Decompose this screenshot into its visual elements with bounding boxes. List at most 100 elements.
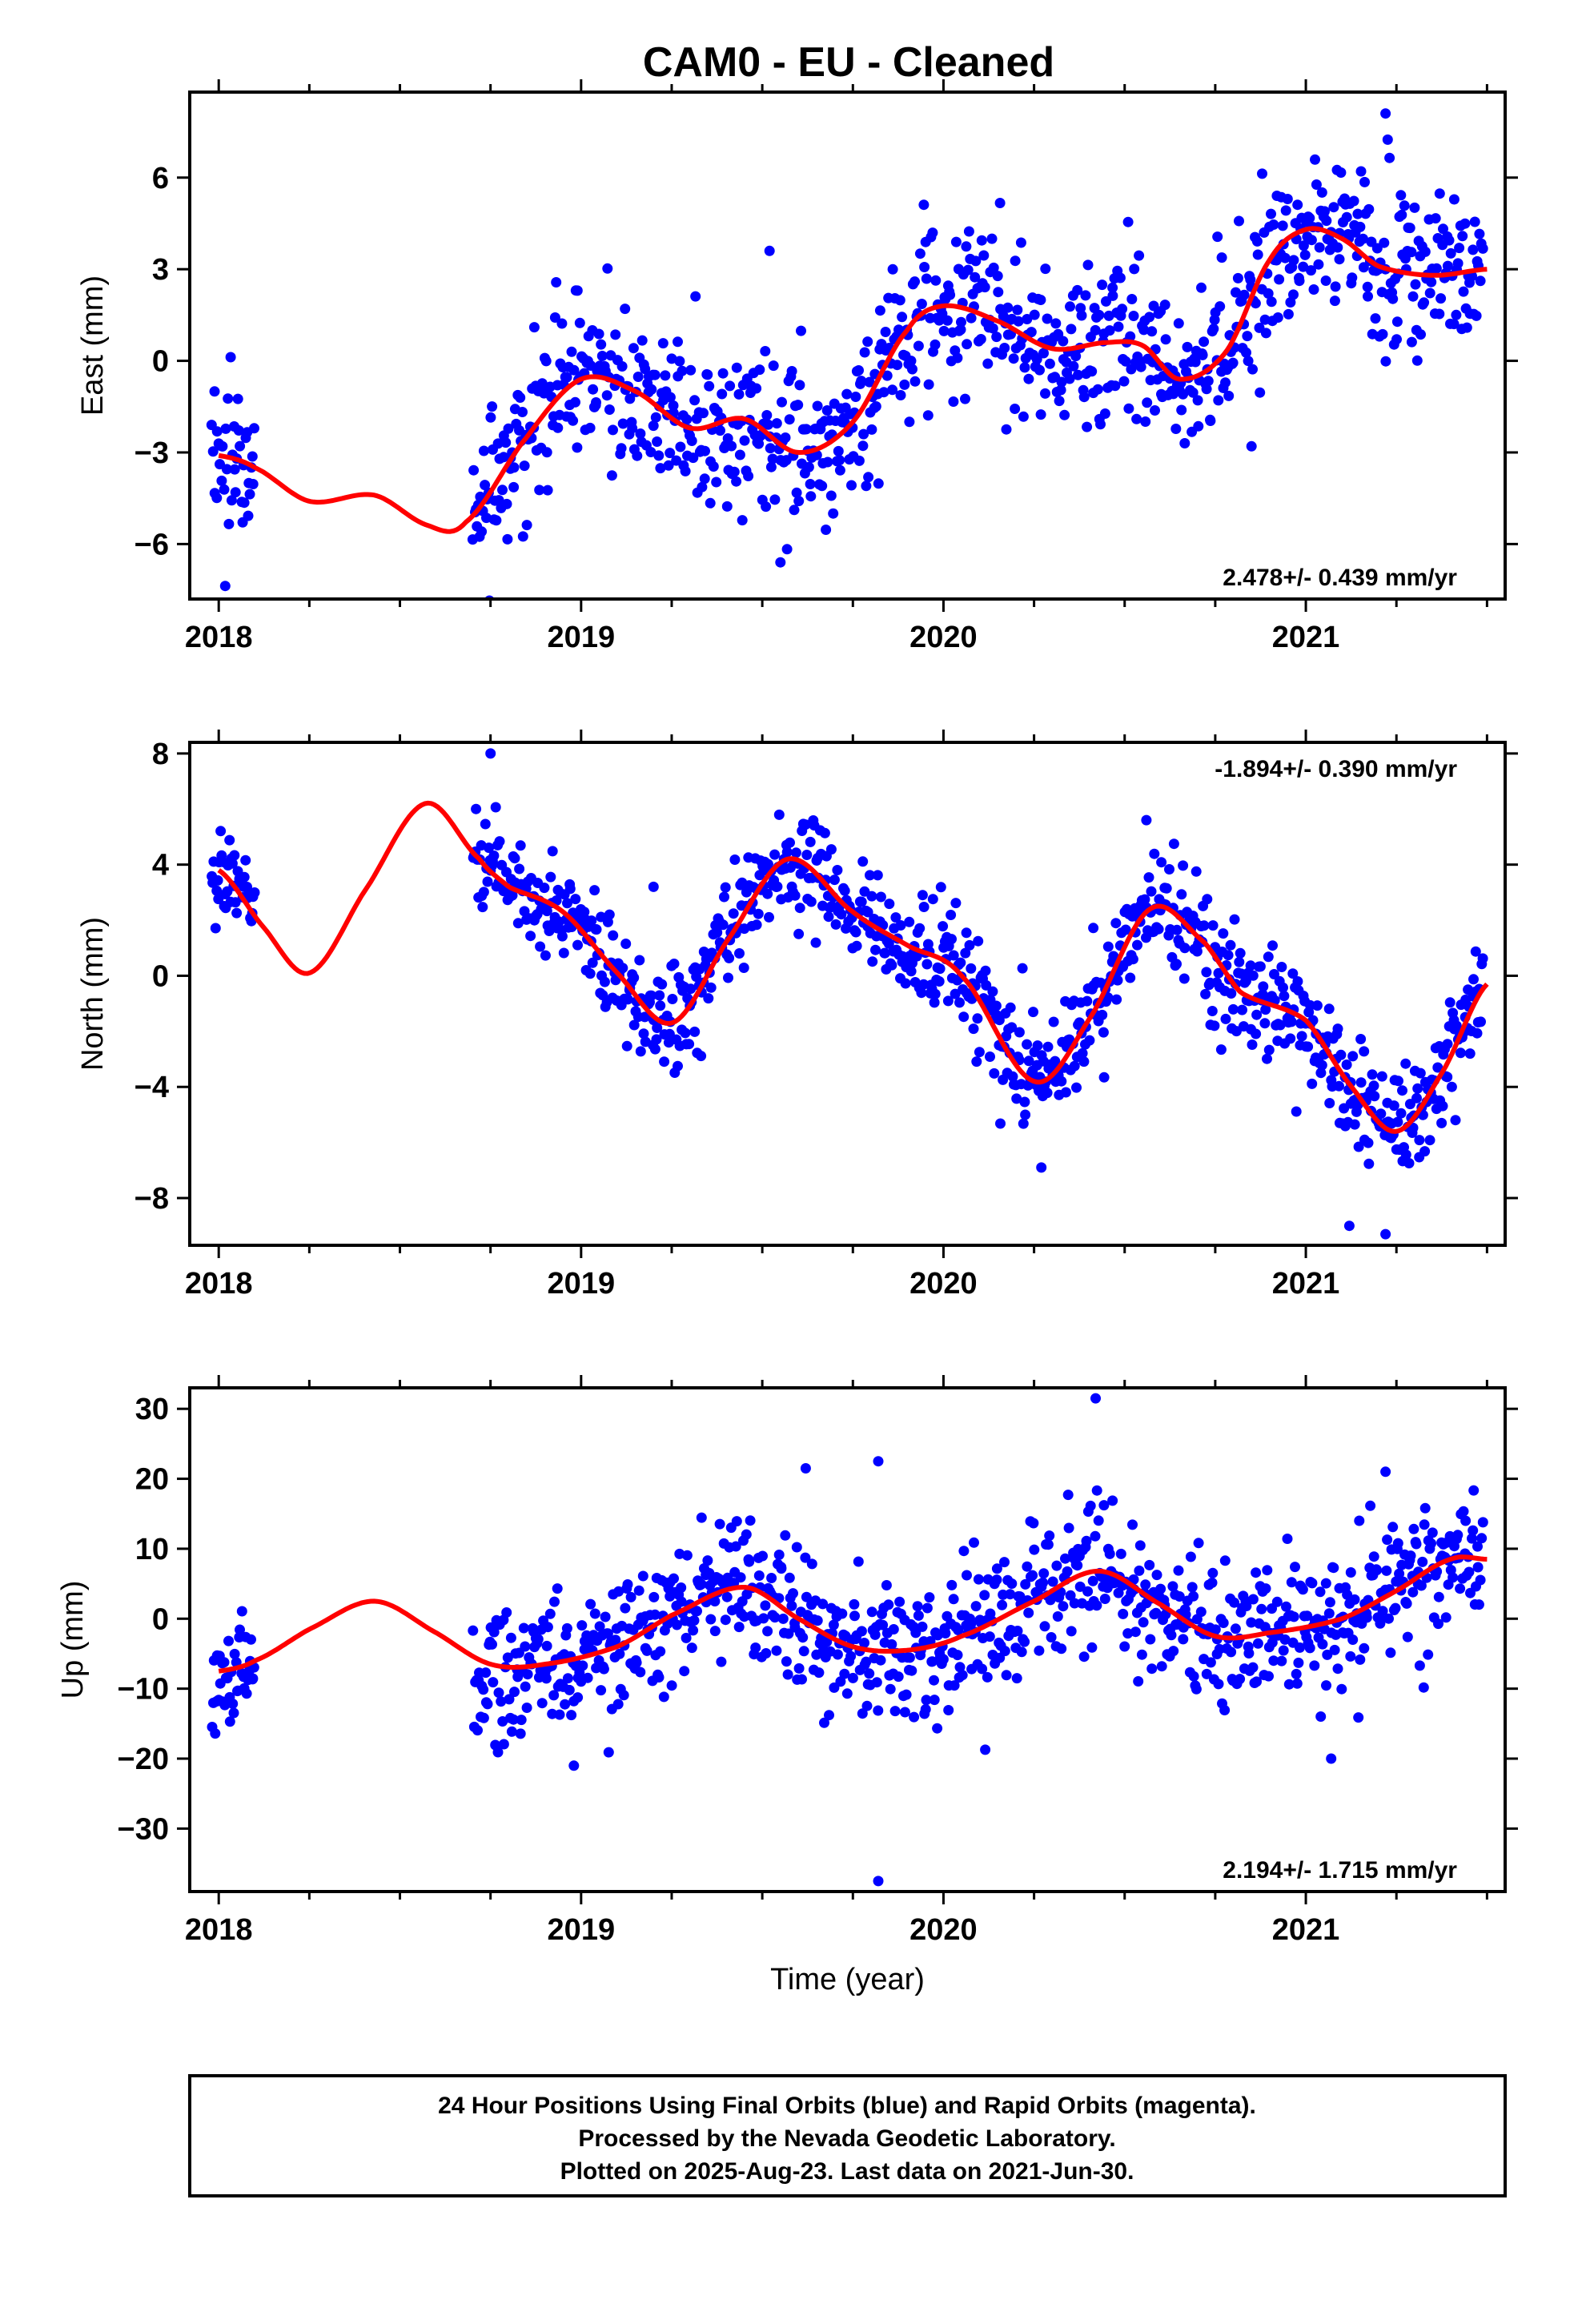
data-point: [1229, 1597, 1240, 1608]
data-point: [230, 487, 241, 498]
data-point: [226, 495, 237, 506]
data-point: [508, 481, 520, 493]
data-point: [632, 372, 644, 382]
data-point: [1328, 202, 1339, 213]
data-point: [584, 968, 596, 979]
data-point: [1258, 981, 1269, 992]
data-point: [768, 360, 779, 372]
data-point: [1187, 387, 1199, 398]
data-point: [1414, 1660, 1425, 1671]
data-point: [668, 400, 679, 411]
data-point: [1038, 1577, 1049, 1588]
data-point: [765, 461, 777, 472]
footer-line-1: 24 Hour Positions Using Final Orbits (bl…: [438, 2093, 1256, 2119]
data-point: [1042, 1539, 1054, 1550]
data-point: [480, 480, 491, 491]
data-point: [921, 273, 932, 284]
x-tick-label: 2019: [548, 621, 616, 654]
data-point: [916, 299, 927, 309]
data-point: [1426, 276, 1437, 287]
data-point: [751, 919, 762, 931]
data-point: [1097, 1009, 1108, 1020]
data-point: [894, 1596, 905, 1607]
data-point: [1277, 220, 1288, 231]
data-point: [734, 948, 745, 959]
data-point: [873, 1705, 884, 1716]
data-point: [1243, 356, 1254, 367]
data-point: [1134, 1540, 1146, 1551]
data-point: [562, 898, 572, 909]
data-point: [873, 1456, 884, 1467]
data-point: [1278, 1645, 1289, 1656]
data-point: [893, 1671, 904, 1683]
x-tick-label: 2018: [185, 1267, 253, 1301]
data-point: [521, 1703, 532, 1713]
data-point: [781, 846, 793, 858]
data-point: [1343, 1220, 1355, 1232]
data-point: [1315, 1711, 1327, 1722]
data-point: [655, 1646, 666, 1657]
data-point: [620, 939, 632, 949]
data-point: [1156, 1661, 1167, 1672]
data-point: [805, 836, 816, 847]
data-point: [577, 1660, 588, 1671]
data-point: [492, 1747, 504, 1758]
data-point: [1074, 1581, 1086, 1592]
data-point: [953, 1625, 964, 1635]
data-point: [793, 928, 805, 939]
data-point: [1282, 194, 1293, 204]
data-point: [949, 1680, 960, 1691]
data-point: [1262, 1053, 1272, 1064]
data-point: [1201, 967, 1212, 978]
data-point: [788, 1588, 798, 1599]
data-point: [1316, 187, 1327, 198]
data-point: [1475, 1574, 1486, 1586]
data-point: [628, 1019, 640, 1031]
data-point: [632, 450, 643, 461]
data-point: [1145, 1634, 1156, 1645]
data-point: [703, 993, 714, 1004]
data-point: [978, 250, 990, 261]
data-point: [1468, 1525, 1479, 1536]
data-point: [641, 1645, 652, 1656]
data-point: [1179, 943, 1191, 954]
data-point: [917, 1621, 928, 1632]
data-point: [1473, 1599, 1484, 1610]
data-point: [1084, 1035, 1095, 1046]
data-point: [1038, 348, 1049, 359]
data-point: [797, 1674, 807, 1685]
data-point: [547, 846, 558, 857]
data-point: [648, 420, 659, 432]
data-point: [1348, 195, 1359, 207]
data-point: [601, 390, 612, 401]
data-point: [806, 1558, 817, 1570]
data-point: [210, 923, 221, 934]
data-point: [833, 445, 844, 456]
data-point: [1170, 424, 1182, 434]
data-point: [1355, 1077, 1367, 1088]
data-point: [1125, 972, 1136, 983]
footer-line-3: Plotted on 2025-Aug-23. Last data on 202…: [560, 2158, 1134, 2185]
data-point: [1107, 290, 1118, 301]
data-point: [1213, 395, 1224, 406]
data-point: [1007, 1071, 1018, 1082]
data-point: [1058, 1601, 1069, 1612]
data-point: [913, 1610, 924, 1621]
data-point: [1320, 1578, 1331, 1589]
data-point: [823, 911, 834, 923]
data-point: [828, 1619, 839, 1630]
data-point: [999, 343, 1010, 353]
data-point: [930, 339, 941, 350]
data-point: [1311, 179, 1322, 190]
data-point: [1013, 316, 1024, 327]
data-point: [777, 1613, 789, 1624]
data-point: [219, 484, 230, 495]
data-point: [761, 1648, 772, 1659]
data-point: [1122, 216, 1134, 227]
data-point: [1131, 413, 1142, 424]
data-point: [716, 1656, 727, 1667]
data-point: [729, 466, 740, 477]
data-point: [1461, 322, 1472, 333]
data-point: [1281, 1601, 1291, 1612]
data-point: [914, 923, 926, 934]
